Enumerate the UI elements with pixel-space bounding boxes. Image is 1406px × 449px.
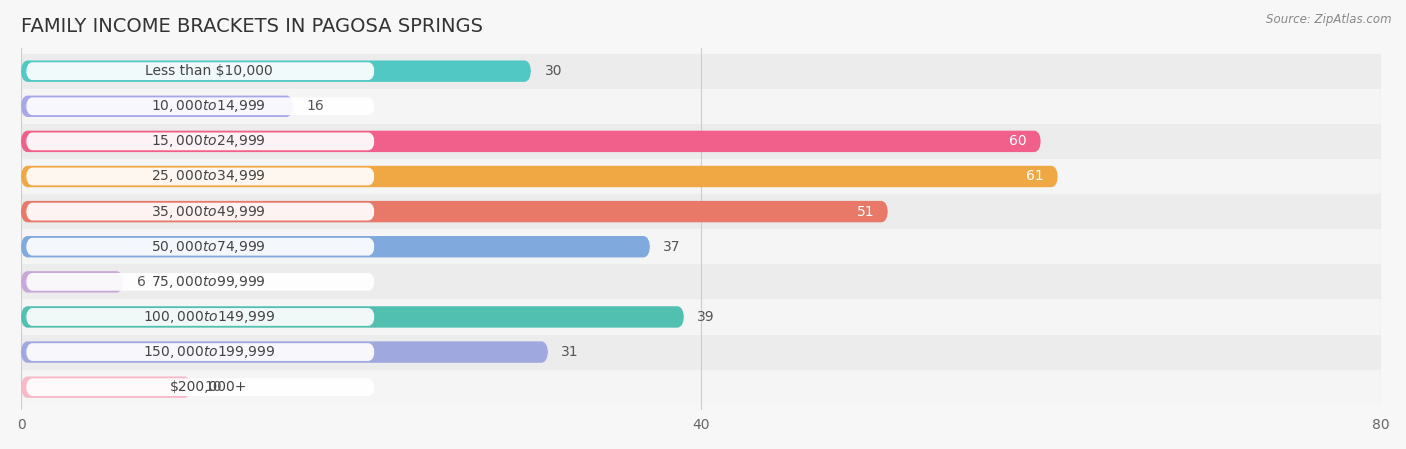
FancyBboxPatch shape — [21, 341, 548, 363]
FancyBboxPatch shape — [13, 299, 1389, 335]
FancyBboxPatch shape — [25, 343, 375, 361]
FancyBboxPatch shape — [13, 194, 1389, 229]
Text: 51: 51 — [856, 205, 875, 219]
FancyBboxPatch shape — [25, 62, 375, 80]
FancyBboxPatch shape — [21, 271, 124, 293]
FancyBboxPatch shape — [25, 308, 375, 326]
FancyBboxPatch shape — [13, 370, 1389, 405]
Text: 6: 6 — [136, 275, 145, 289]
Text: $200,000+: $200,000+ — [170, 380, 247, 394]
Text: $35,000 to $49,999: $35,000 to $49,999 — [152, 203, 266, 220]
Text: $150,000 to $199,999: $150,000 to $199,999 — [142, 344, 276, 360]
FancyBboxPatch shape — [25, 167, 375, 185]
Text: Source: ZipAtlas.com: Source: ZipAtlas.com — [1267, 13, 1392, 26]
FancyBboxPatch shape — [21, 61, 531, 82]
Text: 10: 10 — [204, 380, 222, 394]
Text: $15,000 to $24,999: $15,000 to $24,999 — [152, 133, 266, 150]
FancyBboxPatch shape — [13, 335, 1389, 370]
FancyBboxPatch shape — [21, 376, 191, 398]
Text: 39: 39 — [697, 310, 716, 324]
Text: 31: 31 — [561, 345, 579, 359]
FancyBboxPatch shape — [13, 89, 1389, 124]
FancyBboxPatch shape — [13, 229, 1389, 264]
FancyBboxPatch shape — [13, 124, 1389, 159]
FancyBboxPatch shape — [25, 97, 375, 115]
FancyBboxPatch shape — [25, 379, 375, 396]
Text: Less than $10,000: Less than $10,000 — [145, 64, 273, 78]
Text: $50,000 to $74,999: $50,000 to $74,999 — [152, 239, 266, 255]
FancyBboxPatch shape — [25, 273, 375, 291]
Text: 30: 30 — [544, 64, 562, 78]
FancyBboxPatch shape — [13, 159, 1389, 194]
FancyBboxPatch shape — [13, 264, 1389, 299]
Text: $75,000 to $99,999: $75,000 to $99,999 — [152, 274, 266, 290]
FancyBboxPatch shape — [25, 132, 375, 150]
Text: 61: 61 — [1026, 169, 1045, 184]
Text: $10,000 to $14,999: $10,000 to $14,999 — [152, 98, 266, 114]
Text: 60: 60 — [1010, 134, 1026, 148]
FancyBboxPatch shape — [25, 203, 375, 220]
FancyBboxPatch shape — [21, 166, 1057, 187]
Text: FAMILY INCOME BRACKETS IN PAGOSA SPRINGS: FAMILY INCOME BRACKETS IN PAGOSA SPRINGS — [21, 17, 484, 35]
FancyBboxPatch shape — [21, 201, 889, 222]
FancyBboxPatch shape — [21, 131, 1040, 152]
FancyBboxPatch shape — [13, 53, 1389, 89]
Text: $100,000 to $149,999: $100,000 to $149,999 — [142, 309, 276, 325]
Text: $25,000 to $34,999: $25,000 to $34,999 — [152, 168, 266, 185]
FancyBboxPatch shape — [21, 236, 650, 257]
Text: 16: 16 — [307, 99, 325, 113]
FancyBboxPatch shape — [21, 306, 685, 328]
FancyBboxPatch shape — [21, 96, 294, 117]
FancyBboxPatch shape — [25, 238, 375, 255]
Text: 37: 37 — [664, 240, 681, 254]
